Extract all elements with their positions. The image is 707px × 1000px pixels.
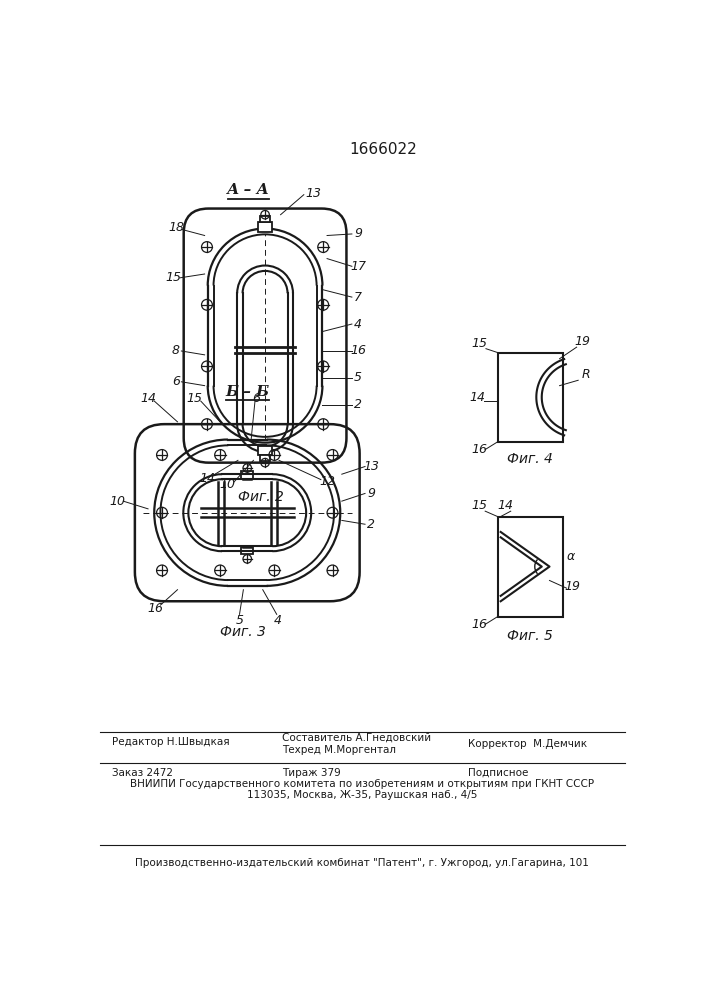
Text: Составитель А.Гнедовский: Составитель А.Гнедовский: [282, 733, 431, 743]
Bar: [241, 471, 253, 479]
Bar: [258, 222, 272, 232]
Text: 10: 10: [109, 495, 125, 508]
Text: 5: 5: [354, 371, 362, 384]
Text: Заказ 2472: Заказ 2472: [112, 768, 173, 778]
Bar: [260, 216, 270, 222]
Text: 19: 19: [575, 335, 591, 348]
Text: 5: 5: [235, 614, 243, 627]
Text: 13: 13: [363, 460, 379, 473]
Text: 4: 4: [354, 318, 362, 331]
Text: 14: 14: [469, 391, 486, 404]
Text: Подписное: Подписное: [468, 768, 529, 778]
Text: 15: 15: [472, 337, 488, 350]
Text: Фиг. 5: Фиг. 5: [507, 629, 553, 643]
Bar: [241, 547, 253, 554]
Text: 1666022: 1666022: [349, 142, 416, 157]
Bar: [498, 353, 563, 442]
Text: 16: 16: [148, 602, 164, 615]
Text: 14: 14: [497, 499, 513, 512]
Text: 4: 4: [274, 614, 282, 627]
Text: 2: 2: [367, 518, 375, 531]
Text: 17: 17: [350, 260, 366, 273]
Text: 16: 16: [472, 618, 488, 631]
Text: А – А: А – А: [226, 183, 269, 197]
Text: 8: 8: [172, 344, 180, 358]
Text: 15: 15: [165, 271, 182, 284]
Text: 13: 13: [305, 187, 321, 200]
Text: 2: 2: [354, 398, 362, 411]
Text: 14: 14: [199, 472, 215, 485]
Text: 6: 6: [172, 375, 180, 388]
Text: 16: 16: [350, 344, 366, 358]
Bar: [260, 455, 270, 461]
Text: α: α: [566, 550, 575, 563]
Text: 113035, Москва, Ж-35, Раушская наб., 4/5: 113035, Москва, Ж-35, Раушская наб., 4/5: [247, 790, 477, 800]
Text: ВНИИПИ Государственного комитета по изобретениям и открытиям при ГКНТ СССР: ВНИИПИ Государственного комитета по изоб…: [130, 779, 594, 789]
Text: R: R: [582, 368, 590, 381]
Text: 6: 6: [252, 392, 261, 405]
Text: 15: 15: [472, 499, 488, 512]
Text: Техред М.Моргентал: Техред М.Моргентал: [282, 745, 396, 755]
Text: Корректор  М.Демчик: Корректор М.Демчик: [468, 739, 588, 749]
Text: 7: 7: [354, 291, 362, 304]
Text: 14: 14: [140, 392, 156, 405]
Text: 15: 15: [187, 392, 202, 405]
Text: 10: 10: [220, 478, 236, 491]
Text: Фиг. 2: Фиг. 2: [238, 490, 284, 504]
Bar: [258, 446, 272, 455]
Text: Производственно-издательский комбинат "Патент", г. Ужгород, ул.Гагарина, 101: Производственно-издательский комбинат "П…: [135, 858, 589, 868]
Text: 9: 9: [354, 227, 362, 240]
Text: Фиг. 4: Фиг. 4: [507, 452, 553, 466]
Text: 9: 9: [367, 487, 375, 500]
Text: 19: 19: [565, 580, 580, 593]
Text: 18: 18: [168, 221, 184, 234]
Text: Б – Б: Б – Б: [226, 385, 269, 399]
Text: Тираж 379: Тираж 379: [282, 768, 341, 778]
Text: 16: 16: [472, 443, 488, 456]
Text: Редактор Н.Швыдкая: Редактор Н.Швыдкая: [112, 737, 229, 747]
Text: Фиг. 3: Фиг. 3: [221, 625, 267, 639]
Bar: [498, 517, 563, 617]
Text: 12: 12: [319, 475, 335, 488]
